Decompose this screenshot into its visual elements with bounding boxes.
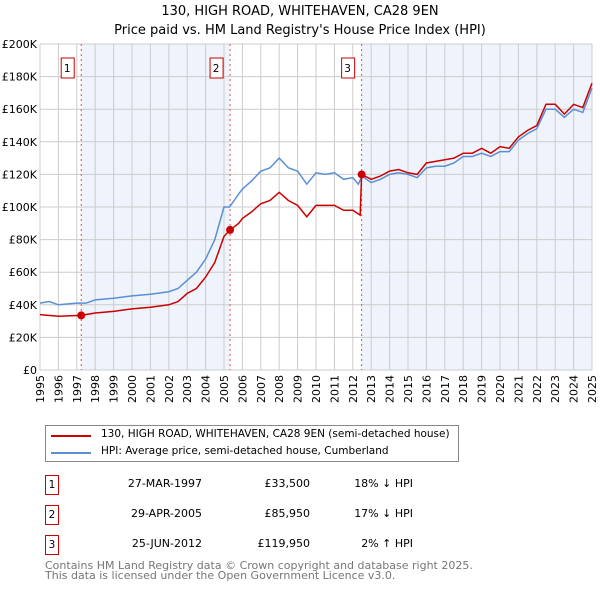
legend-label: HPI: Average price, semi-detached house,… [101, 445, 389, 457]
x-tick-label: 2019 [476, 375, 489, 403]
x-tick-label: 2001 [144, 375, 157, 403]
sale-number: 3 [45, 535, 59, 555]
x-tick-label: 2014 [384, 375, 397, 403]
price-line [39, 82, 593, 317]
sale-row: 3 25-JUN-2012 £119,950 2% ↑ HPI [45, 535, 465, 555]
chart-title: 130, HIGH ROAD, WHITEHAVEN, CA28 9EN Pric… [0, 2, 600, 40]
title: 130, HIGH ROAD, WHITEHAVEN, CA28 9EN [161, 4, 439, 19]
y-tick-label: £40K [9, 299, 38, 312]
legend-item-hpi: HPI: Average price, semi-detached house,… [46, 444, 458, 461]
x-tick-label: 1999 [108, 375, 121, 403]
sale-point [357, 170, 366, 179]
x-tick-label: 2017 [439, 375, 452, 403]
footer-line: This data is licensed under the Open Gov… [45, 569, 396, 582]
sale-number: 1 [45, 475, 59, 495]
x-tick-label: 2002 [163, 375, 176, 403]
hpi-line [39, 87, 593, 306]
subtitle: Price paid vs. HM Land Registry's House … [114, 23, 486, 38]
sale-number: 2 [45, 505, 59, 525]
sale-date: 25-JUN-2012 [131, 537, 202, 550]
x-tick-label: 2008 [273, 375, 286, 403]
x-tick-label: 1995 [34, 375, 47, 403]
x-tick-label: 2007 [255, 375, 268, 403]
x-tick-label: 2023 [549, 375, 562, 403]
sale-label-box [209, 57, 224, 79]
sale-price: £85,950 [264, 507, 311, 520]
x-tick-label: 2022 [531, 375, 544, 403]
footer: Contains HM Land Registry data © Crown c… [45, 559, 473, 582]
x-tick-label: 2005 [218, 375, 231, 403]
x-tick-label: 2015 [402, 375, 415, 403]
x-tick-label: 2021 [512, 375, 525, 403]
sale-price: £33,500 [264, 477, 311, 490]
footer-line: Contains HM Land Registry data © Crown c… [45, 559, 473, 572]
x-tick-label: 2006 [236, 375, 249, 403]
y-tick-label: £20K [9, 331, 38, 344]
x-tick-label: 2010 [310, 375, 323, 403]
y-tick-label: £160K [2, 103, 38, 116]
sale-label: 2 [213, 63, 220, 75]
x-tick-label: 2025 [586, 375, 599, 403]
x-tick-label: 2013 [365, 375, 378, 403]
legend-swatch [51, 452, 91, 454]
x-tick-label: 2018 [457, 375, 470, 403]
sale-label-box [341, 57, 356, 79]
sale-hpi: 2% ↑ HPI [361, 537, 413, 550]
x-tick-label: 1996 [52, 375, 65, 403]
sale-row: 2 29-APR-2005 £85,950 17% ↓ HPI [45, 505, 465, 525]
sale-point [226, 225, 235, 234]
y-tick-label: £100K [2, 201, 38, 214]
y-tick-label: £120K [2, 168, 38, 181]
legend-swatch [51, 435, 91, 437]
x-tick-label: 2012 [347, 375, 360, 403]
sale-date: 27-MAR-1997 [127, 477, 202, 490]
sale-row: 1 27-MAR-1997 £33,500 18% ↓ HPI [45, 475, 465, 495]
x-tick-label: 2000 [126, 375, 139, 403]
x-tick-label: 2020 [494, 375, 507, 403]
x-tick-label: 2024 [568, 375, 581, 403]
sale-hpi: 17% ↓ HPI [354, 507, 413, 520]
x-tick-label: 2009 [292, 375, 305, 403]
sale-hpi: 18% ↓ HPI [354, 477, 413, 490]
sale-price: £119,950 [257, 537, 311, 550]
y-tick-label: £60K [9, 266, 38, 279]
y-tick-label: £80K [9, 234, 38, 247]
x-tick-label: 1998 [89, 375, 102, 403]
y-tick-label: £140K [2, 136, 38, 149]
legend-label: 130, HIGH ROAD, WHITEHAVEN, CA28 9EN (se… [101, 428, 450, 440]
y-tick-label: £180K [2, 71, 38, 84]
x-tick-label: 2004 [200, 375, 213, 403]
x-tick-label: 2016 [420, 375, 433, 403]
x-tick-label: 2011 [328, 375, 341, 403]
sale-point [77, 311, 86, 320]
sale-label: 1 [64, 63, 71, 75]
legend-item-property: 130, HIGH ROAD, WHITEHAVEN, CA28 9EN (se… [46, 427, 458, 444]
x-tick-label: 1997 [71, 375, 84, 403]
y-tick-label: £0 [23, 364, 37, 377]
sale-date: 29-APR-2005 [130, 507, 202, 520]
x-tick-label: 2003 [181, 375, 194, 403]
sale-label: 3 [344, 63, 351, 75]
sale-label-box [60, 57, 75, 79]
y-tick-label: £200K [2, 38, 38, 51]
legend: 130, HIGH ROAD, WHITEHAVEN, CA28 9EN (se… [45, 425, 459, 462]
price-chart: 1995 1996 1997 1998 1999 2000 2001 2002 2003 2004… [2, 38, 599, 403]
